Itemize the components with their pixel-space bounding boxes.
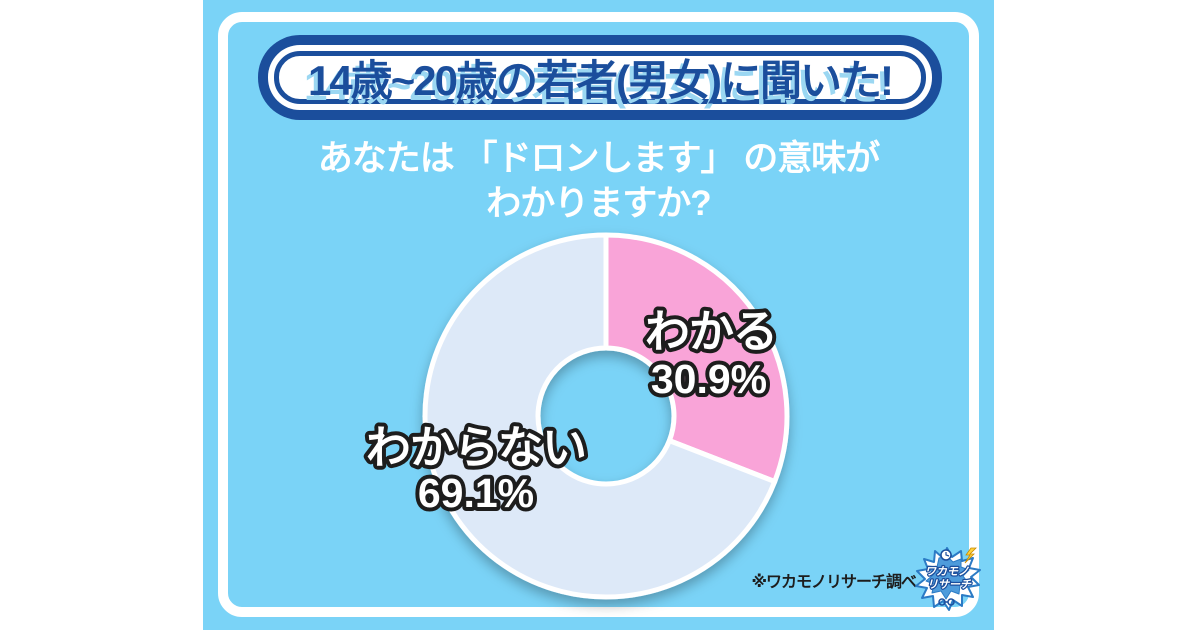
- survey-question: あなたは 「ドロンします」 の意味が わかりますか?: [203, 136, 994, 226]
- page-title: 14歳~20歳の若者(男女)に聞いた!: [308, 57, 894, 104]
- label-wakaranai-pct: 69.1%: [418, 470, 534, 516]
- logo-line1: ワカモノ: [925, 566, 970, 578]
- label-wakaru-pct: 30.9%: [651, 356, 767, 402]
- label-wakaranai: わからない: [366, 422, 586, 473]
- survey-question-line1: あなたは 「ドロンします」 の意味が: [317, 139, 880, 178]
- burst-icon: [915, 547, 981, 611]
- wakamono-research-logo: ワカモノ リサーチ: [915, 547, 981, 611]
- lightning-icon: [964, 547, 977, 564]
- label-wakaru: わかる: [645, 306, 777, 357]
- logo-line2: リサーチ: [927, 579, 972, 591]
- glasses-icon: [938, 598, 955, 606]
- pie-segment-wakaranai: [422, 232, 778, 600]
- clock-hands: [945, 552, 950, 557]
- survey-question-line2: わかりますか?: [486, 184, 711, 223]
- title-banner: 14歳~20歳の若者(男女)に聞いた!: [274, 51, 926, 104]
- donut-chart: わかる 30.9% わからない 69.1%: [362, 232, 790, 600]
- infographic-card: 14歳~20歳の若者(男女)に聞いた! あなたは 「ドロンします」 の意味が わ…: [203, 0, 994, 630]
- source-footnote: ※ワカモノリサーチ調べ: [751, 574, 917, 591]
- pie-segment-wakaru: [603, 232, 790, 485]
